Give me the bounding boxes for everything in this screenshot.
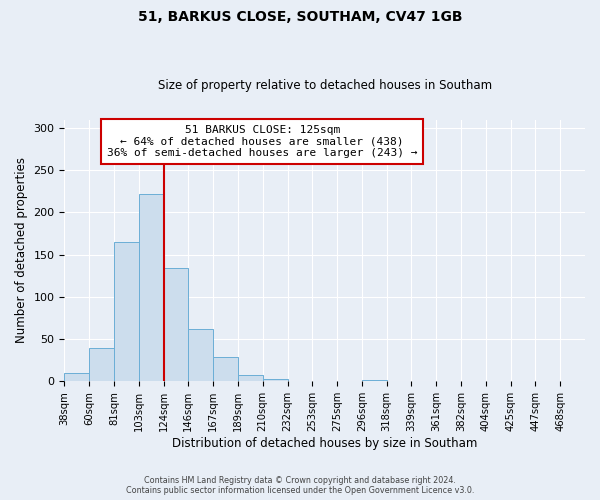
Bar	[64, 373, 89, 382]
Bar	[114, 242, 139, 382]
Y-axis label: Number of detached properties: Number of detached properties	[15, 158, 28, 344]
Text: 51, BARKUS CLOSE, SOUTHAM, CV47 1GB: 51, BARKUS CLOSE, SOUTHAM, CV47 1GB	[138, 10, 462, 24]
Bar	[287, 380, 313, 382]
Bar	[362, 380, 386, 382]
Bar	[139, 194, 164, 382]
X-axis label: Distribution of detached houses by size in Southam: Distribution of detached houses by size …	[172, 437, 478, 450]
Bar	[560, 380, 585, 382]
Bar	[213, 357, 238, 382]
Bar	[461, 380, 486, 382]
Bar	[188, 329, 213, 382]
Bar	[263, 379, 287, 382]
Title: Size of property relative to detached houses in Southam: Size of property relative to detached ho…	[158, 79, 492, 92]
Text: Contains HM Land Registry data © Crown copyright and database right 2024.
Contai: Contains HM Land Registry data © Crown c…	[126, 476, 474, 495]
Bar	[238, 374, 263, 382]
Bar	[164, 268, 188, 382]
Bar	[89, 348, 114, 382]
Text: 51 BARKUS CLOSE: 125sqm
← 64% of detached houses are smaller (438)
36% of semi-d: 51 BARKUS CLOSE: 125sqm ← 64% of detache…	[107, 125, 418, 158]
